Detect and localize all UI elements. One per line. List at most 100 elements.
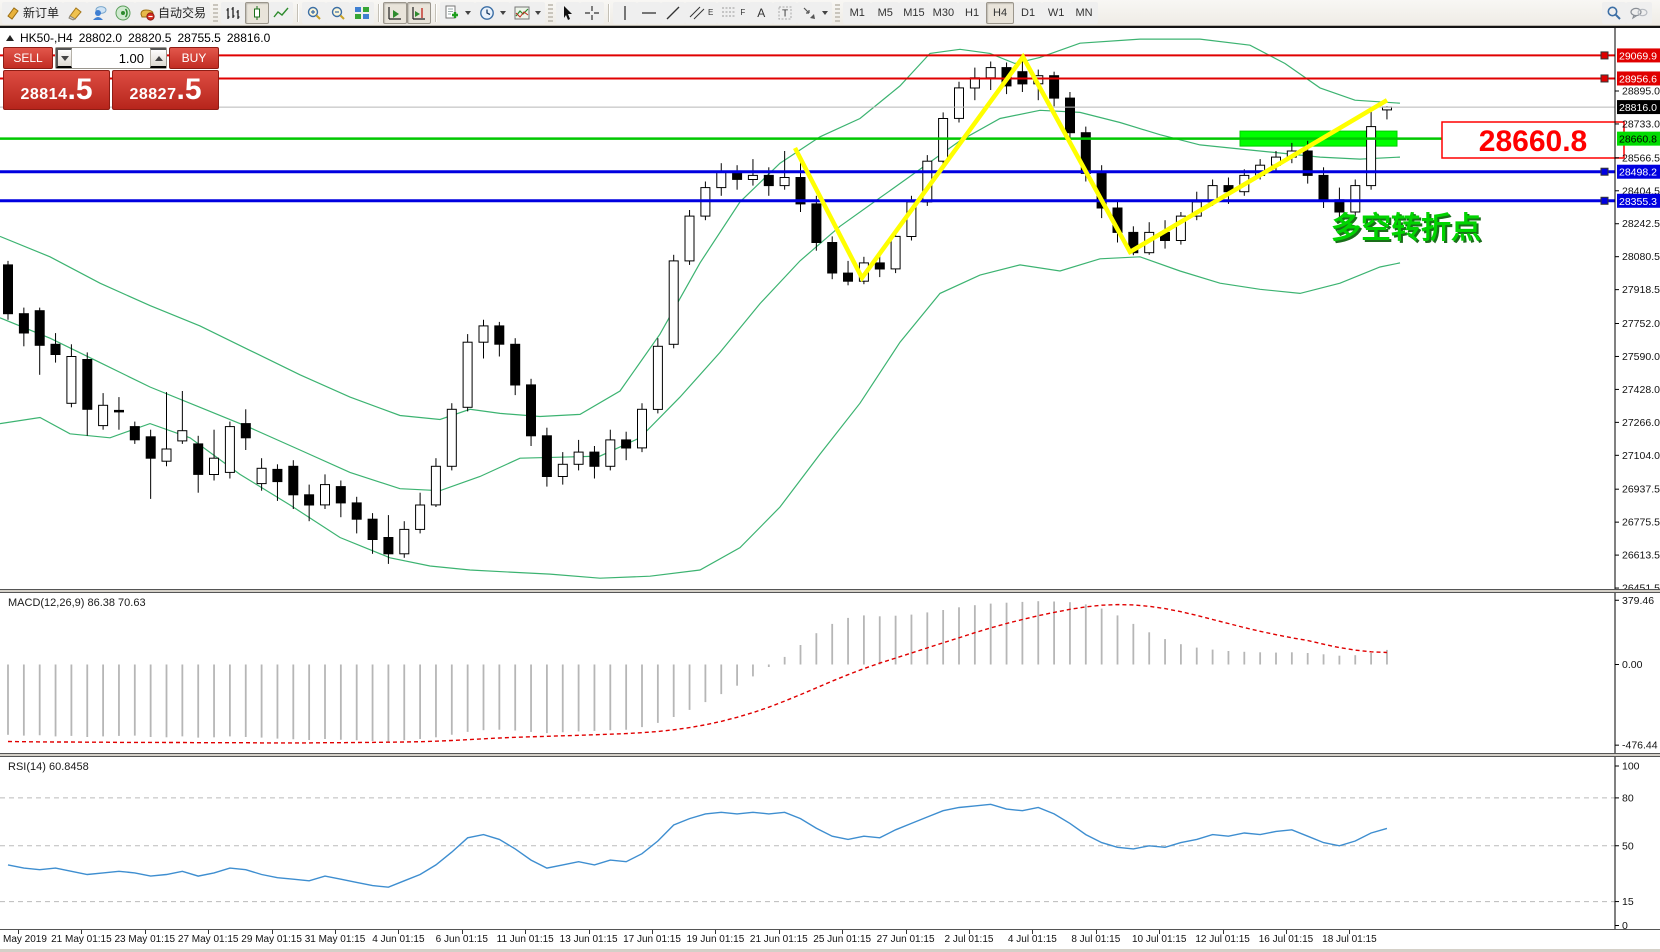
line-handle (1600, 74, 1609, 83)
rsi-label: RSI(14) 60.8458 (8, 761, 89, 773)
bullish-candle (605, 439, 616, 467)
channel-tool-button[interactable]: E (685, 1, 718, 24)
fibonacci-tool-button[interactable]: F (717, 1, 750, 24)
bullish-candle (177, 430, 188, 442)
time-tick-label: 8 Jul 01:15 (1071, 934, 1121, 945)
tile-windows-button[interactable] (350, 1, 375, 24)
eraser-button[interactable] (63, 1, 88, 24)
toolbar-grip[interactable] (213, 3, 219, 22)
auto-trading-button[interactable]: 自动交易 (135, 1, 211, 24)
rsi-panel[interactable]: 100 80 50 15 0 (0, 757, 1660, 929)
line-handle (1600, 196, 1609, 205)
time-tick-label: 4 Jun 01:15 (372, 934, 425, 945)
line-chart-button[interactable] (269, 1, 294, 24)
macd-tick-label: 379.46 (1622, 595, 1654, 607)
line-handle (1600, 51, 1609, 60)
bullish-candle (938, 118, 949, 162)
price-tick-label: 26451.5 (1622, 583, 1660, 589)
toolbar-grip-3[interactable] (835, 3, 841, 22)
zigzag-trendline (793, 52, 1389, 283)
vertical-line-tool-button[interactable] (613, 1, 638, 24)
bullish-candle (66, 356, 77, 404)
timeframe-m5[interactable]: M5 (871, 1, 900, 24)
bearish-candle (1049, 75, 1060, 99)
bullish-candle (320, 484, 330, 506)
timeframe-m1[interactable]: M1 (843, 1, 872, 24)
bullish-candle (716, 170, 727, 189)
trendline-tool-button[interactable] (661, 1, 686, 24)
timeframe-m30[interactable]: M30 (928, 1, 959, 24)
one-click-trading-panel: SELL 1.00 BUY 28814 .5 28827 .5 (3, 47, 219, 110)
volume-up-button[interactable] (150, 48, 166, 68)
new-order-button[interactable]: 新订单 (2, 1, 64, 24)
time-tick-label: 21 Jun 01:15 (749, 934, 808, 945)
timeframe-w1[interactable]: W1 (1042, 1, 1071, 24)
label-tool-button[interactable]: T (773, 1, 798, 24)
toolbar-grip-2[interactable] (548, 3, 554, 22)
timeframe-d1[interactable]: D1 (1014, 1, 1043, 24)
volume-down-button[interactable] (56, 48, 72, 68)
bollinger-lower-line (0, 256, 1401, 579)
label-tool-icon: T (777, 5, 793, 21)
signals-button[interactable] (111, 1, 136, 24)
auto-scroll-button[interactable] (383, 1, 408, 24)
axis-badge-text: 28498.2 (1619, 167, 1657, 179)
search-button[interactable] (1602, 2, 1626, 24)
main-chart-area[interactable]: 多空转折点多空转折点28660.828895.028733.028566.528… (0, 26, 1660, 589)
price-tick-label: 28566.5 (1622, 152, 1660, 164)
open-value: 28802.0 (78, 31, 123, 45)
high-value: 28820.5 (128, 31, 172, 45)
channel-icon (689, 5, 705, 21)
bearish-candle (383, 537, 394, 555)
sell-price-button[interactable]: 28814 .5 (3, 70, 110, 110)
chart-header: HK50-,H4 28802.0 28820.5 28755.5 28816.0 (6, 31, 270, 45)
buy-price-button[interactable]: 28827 .5 (112, 70, 219, 110)
candlestick-chart-icon (249, 5, 265, 21)
cursor-tool-button[interactable] (556, 1, 581, 24)
zoom-in-button[interactable] (302, 1, 327, 24)
indicators-caret (465, 10, 472, 15)
zoom-out-button[interactable] (326, 1, 351, 24)
collapse-triangle-icon[interactable] (6, 35, 14, 41)
chat-button[interactable] (1626, 2, 1652, 24)
window-bottom-edge (0, 949, 1660, 952)
timeframe-row: M1 M5 M15 M30 H1 H4 D1 W1 MN (843, 1, 1099, 24)
rsi-tick-label: 50 (1622, 840, 1634, 852)
templates-button[interactable] (510, 1, 546, 24)
bearish-candle (811, 203, 822, 243)
macd-panel[interactable]: 379.46 0.00 -476.44 (0, 593, 1660, 753)
timeframe-h4[interactable]: H4 (986, 1, 1015, 24)
time-tick-mark (461, 930, 463, 934)
line-handle (1600, 167, 1609, 176)
horizontal-line-icon (641, 5, 657, 21)
indicators-button[interactable] (440, 1, 476, 24)
bullish-candle (747, 174, 758, 180)
chat-icon (1630, 5, 1648, 21)
time-tick-mark (398, 930, 400, 934)
horizontal-line-tool-button[interactable] (637, 1, 662, 24)
bearish-candle (510, 343, 521, 386)
timeframe-h1[interactable]: H1 (958, 1, 987, 24)
text-tool-button[interactable]: A (749, 1, 774, 24)
bullish-candle (224, 426, 235, 473)
sell-button[interactable]: SELL (3, 47, 53, 69)
auto-trading-label: 自动交易 (158, 6, 207, 20)
chart-shift-button[interactable] (407, 1, 432, 24)
periods-button[interactable] (475, 1, 511, 24)
bearish-candle (589, 451, 600, 467)
timeframe-mn[interactable]: MN (1070, 1, 1099, 24)
shapes-tool-button[interactable] (797, 1, 833, 24)
bar-chart-button[interactable] (221, 1, 246, 24)
bullish-candle (415, 504, 426, 530)
search-icon (1606, 5, 1622, 21)
community-button[interactable] (87, 1, 112, 24)
bearish-candle (34, 310, 45, 346)
timeframe-m15[interactable]: M15 (899, 1, 929, 24)
toolbar: 新订单 自动交易 (0, 0, 1660, 28)
candlestick-chart-button[interactable] (245, 1, 270, 24)
crosshair-tool-button[interactable] (580, 1, 605, 24)
down-arrow-icon (60, 55, 69, 61)
buy-button[interactable]: BUY (169, 47, 219, 69)
volume-input[interactable]: 1.00 (118, 50, 144, 66)
